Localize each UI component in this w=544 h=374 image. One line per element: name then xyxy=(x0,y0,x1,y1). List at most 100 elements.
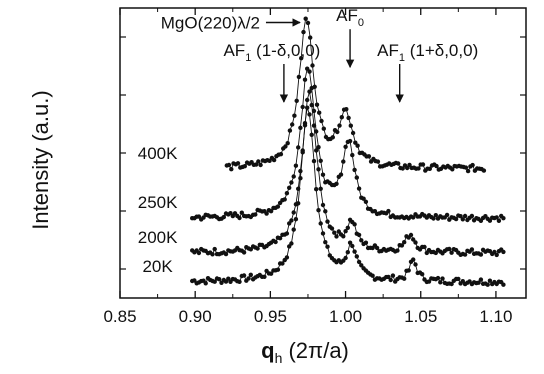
data-point xyxy=(290,122,295,127)
data-point xyxy=(356,186,362,191)
data-point xyxy=(298,176,303,181)
data-point xyxy=(352,167,357,173)
data-point xyxy=(485,282,490,287)
data-point xyxy=(316,167,321,172)
data-point xyxy=(217,277,222,282)
data-point xyxy=(312,84,317,90)
x-axis-label-sub: h xyxy=(275,350,283,366)
data-point xyxy=(476,280,481,285)
data-point xyxy=(431,216,436,221)
data-point xyxy=(271,157,277,163)
x-tick-label: 1.00 xyxy=(329,307,362,326)
data-point xyxy=(318,158,323,163)
data-point xyxy=(335,129,340,135)
data-point xyxy=(469,213,475,219)
data-point xyxy=(501,249,506,255)
ticks-layer: 0.85 0.90 0.95 1.00 1.05 1.10 xyxy=(103,8,526,326)
annotation-af0: AF0 xyxy=(336,6,364,69)
data-point xyxy=(396,161,401,166)
data-point xyxy=(314,187,319,192)
data-point xyxy=(469,247,475,252)
data-point xyxy=(374,245,380,251)
data-point xyxy=(352,222,357,227)
x-tick-label: 0.90 xyxy=(179,307,212,326)
data-point xyxy=(321,126,326,131)
data-point xyxy=(302,123,308,128)
data-point xyxy=(241,250,247,255)
data-point xyxy=(370,273,375,278)
data-point xyxy=(338,172,344,177)
data-point xyxy=(296,186,301,191)
data-point xyxy=(343,255,348,261)
annotation-text: AF0 xyxy=(336,6,364,29)
data-point xyxy=(311,158,317,164)
data-point xyxy=(361,196,366,201)
data-point xyxy=(433,213,438,218)
data-point xyxy=(302,77,308,82)
data-point xyxy=(293,163,299,168)
data-point xyxy=(413,262,418,267)
data-point xyxy=(329,226,335,231)
data-point xyxy=(416,166,421,171)
data-point xyxy=(337,123,342,128)
data-point xyxy=(255,246,260,251)
data-point xyxy=(242,164,247,169)
data-point xyxy=(339,115,344,120)
data-point xyxy=(334,181,339,186)
data-point xyxy=(317,110,322,115)
data-point xyxy=(314,148,319,153)
data-point xyxy=(449,281,454,287)
data-point xyxy=(293,202,299,207)
data-point xyxy=(256,159,261,164)
data-point xyxy=(323,240,328,245)
data-point xyxy=(487,278,493,283)
data-point xyxy=(291,227,296,232)
data-point xyxy=(319,118,324,124)
data-point xyxy=(289,241,294,246)
data-point xyxy=(314,102,320,107)
data-point xyxy=(366,154,372,159)
data-point xyxy=(350,152,355,158)
data-point xyxy=(438,280,443,285)
data-point xyxy=(323,209,328,214)
data-point xyxy=(289,218,294,223)
data-point xyxy=(355,143,360,148)
annotation-af1_plus: AF1 (1+δ,0,0) xyxy=(377,41,478,103)
data-point xyxy=(300,104,305,110)
data-point xyxy=(284,255,290,260)
x-tick-label: 0.95 xyxy=(254,307,287,326)
data-point xyxy=(221,214,226,220)
series-20K: 20K xyxy=(142,105,506,287)
data-point xyxy=(309,132,314,137)
data-point xyxy=(402,240,407,245)
data-point xyxy=(325,219,330,224)
x-axis-label: qh (2π/a) xyxy=(261,338,349,366)
data-point xyxy=(268,209,274,214)
data-point xyxy=(343,229,348,234)
data-point xyxy=(345,225,350,230)
data-point xyxy=(354,175,359,180)
data-point xyxy=(212,246,217,252)
data-point xyxy=(363,240,369,245)
data-point xyxy=(226,162,232,168)
series-label: 20K xyxy=(142,257,173,276)
data-point xyxy=(289,180,294,185)
data-point xyxy=(478,277,484,282)
data-point xyxy=(292,113,297,118)
data-point xyxy=(481,168,487,173)
data-point xyxy=(275,267,281,272)
data-point xyxy=(435,275,441,281)
data-point xyxy=(280,261,285,266)
data-point xyxy=(408,232,414,238)
data-point xyxy=(462,252,468,257)
data-point xyxy=(359,238,364,243)
data-point xyxy=(400,166,405,171)
data-point xyxy=(203,281,208,286)
data-point xyxy=(426,279,432,284)
data-point xyxy=(296,145,301,150)
series-layer: 20K 200K 250K 400K xyxy=(138,16,506,287)
data-point xyxy=(330,135,335,140)
data-point xyxy=(253,162,259,167)
data-point xyxy=(411,237,416,242)
data-point xyxy=(226,276,231,281)
